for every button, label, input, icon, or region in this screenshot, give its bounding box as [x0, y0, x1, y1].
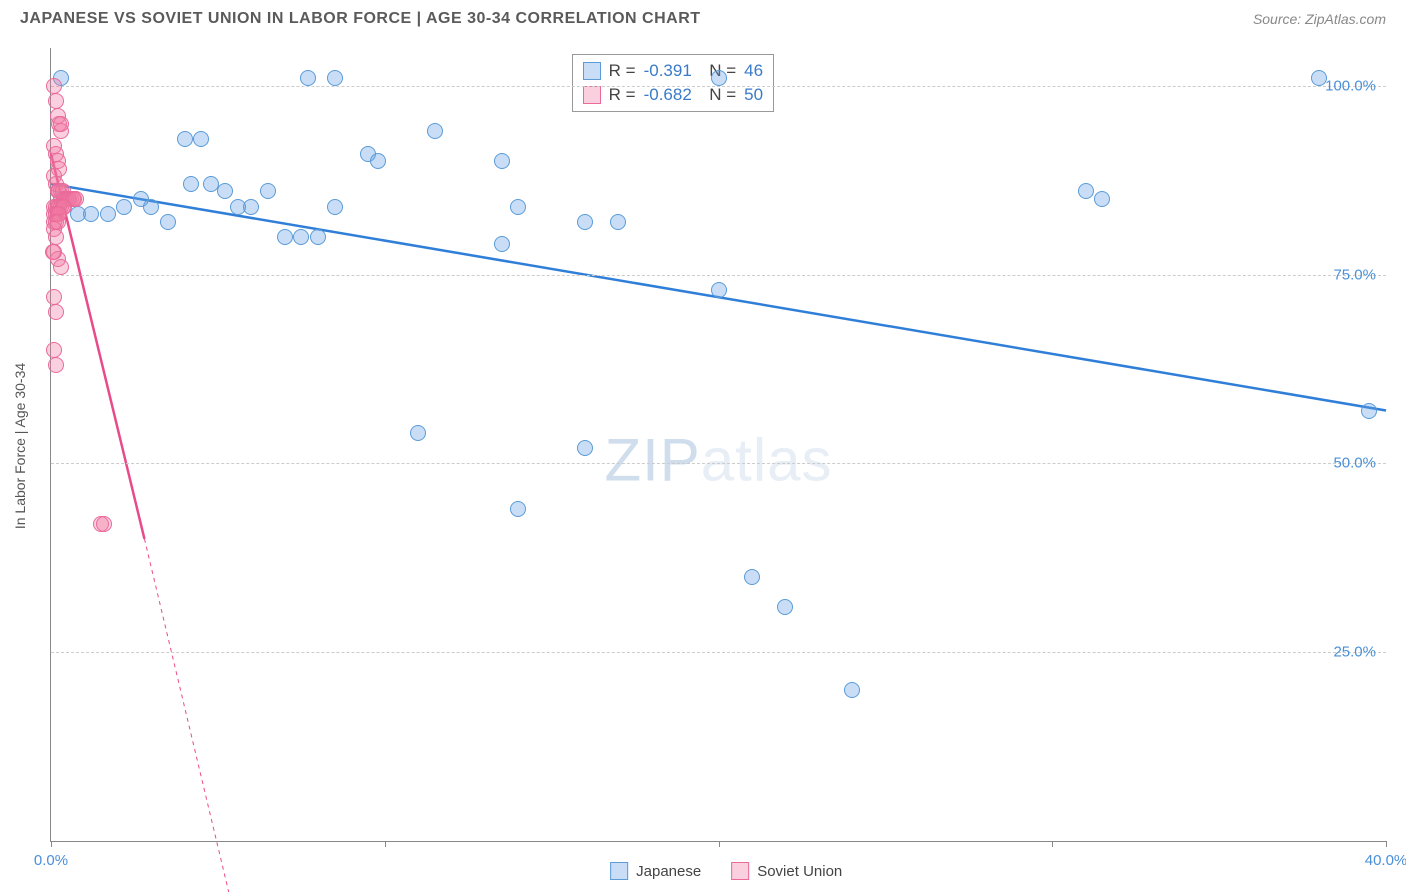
data-point — [494, 153, 510, 169]
data-point — [1078, 183, 1094, 199]
chart-area: ZIPatlas R = -0.391 N = 46 R = -0.682 N … — [50, 48, 1386, 842]
data-point — [53, 116, 69, 132]
ytick-label: 75.0% — [1333, 266, 1376, 283]
y-axis-label: In Labor Force | Age 30-34 — [12, 363, 28, 529]
data-point — [327, 70, 343, 86]
swatch-soviet — [583, 86, 601, 104]
ytick-label: 25.0% — [1333, 644, 1376, 661]
data-point — [777, 599, 793, 615]
data-point — [193, 131, 209, 147]
ytick-label: 50.0% — [1333, 455, 1376, 472]
xtick-label: 0.0% — [34, 852, 68, 869]
legend-item-soviet: Soviet Union — [731, 862, 842, 880]
data-point — [510, 199, 526, 215]
chart-title: JAPANESE VS SOVIET UNION IN LABOR FORCE … — [20, 10, 701, 28]
data-point — [510, 501, 526, 517]
data-point — [46, 342, 62, 358]
data-point — [96, 516, 112, 532]
data-point — [177, 131, 193, 147]
data-point — [48, 229, 64, 245]
data-point — [46, 78, 62, 94]
data-point — [48, 304, 64, 320]
data-point — [183, 176, 199, 192]
data-point — [143, 199, 159, 215]
ytick-label: 100.0% — [1325, 77, 1376, 94]
data-point — [48, 357, 64, 373]
data-point — [494, 236, 510, 252]
gridline-h — [51, 652, 1386, 653]
data-point — [160, 214, 176, 230]
data-point — [83, 206, 99, 222]
data-point — [310, 229, 326, 245]
plot-area: ZIPatlas R = -0.391 N = 46 R = -0.682 N … — [51, 48, 1386, 841]
regression-lines — [51, 48, 1386, 841]
data-point — [410, 425, 426, 441]
data-point — [1311, 70, 1327, 86]
data-point — [260, 183, 276, 199]
correlation-legend: R = -0.391 N = 46 R = -0.682 N = 50 — [572, 54, 774, 112]
data-point — [217, 183, 233, 199]
data-point — [844, 682, 860, 698]
data-point — [100, 206, 116, 222]
data-point — [116, 199, 132, 215]
data-point — [1094, 191, 1110, 207]
data-point — [577, 214, 593, 230]
data-point — [577, 440, 593, 456]
data-point — [300, 70, 316, 86]
data-point — [1361, 403, 1377, 419]
data-point — [48, 93, 64, 109]
swatch-japanese-icon — [610, 862, 628, 880]
data-point — [53, 259, 69, 275]
data-point — [370, 153, 386, 169]
data-point — [293, 229, 309, 245]
gridline-h — [51, 275, 1386, 276]
gridline-h — [51, 463, 1386, 464]
data-point — [243, 199, 259, 215]
bottom-legend: Japanese Soviet Union — [610, 862, 842, 880]
header: JAPANESE VS SOVIET UNION IN LABOR FORCE … — [0, 0, 1406, 28]
source-label: Source: ZipAtlas.com — [1253, 11, 1386, 27]
swatch-japanese — [583, 62, 601, 80]
data-point — [45, 244, 61, 260]
legend-item-japanese: Japanese — [610, 862, 701, 880]
corr-row-japanese: R = -0.391 N = 46 — [583, 59, 763, 83]
data-point — [711, 70, 727, 86]
swatch-soviet-icon — [731, 862, 749, 880]
data-point — [427, 123, 443, 139]
xtick-label: 40.0% — [1365, 852, 1406, 869]
data-point — [711, 282, 727, 298]
data-point — [327, 199, 343, 215]
data-point — [610, 214, 626, 230]
data-point — [744, 569, 760, 585]
data-point — [46, 289, 62, 305]
data-point — [277, 229, 293, 245]
